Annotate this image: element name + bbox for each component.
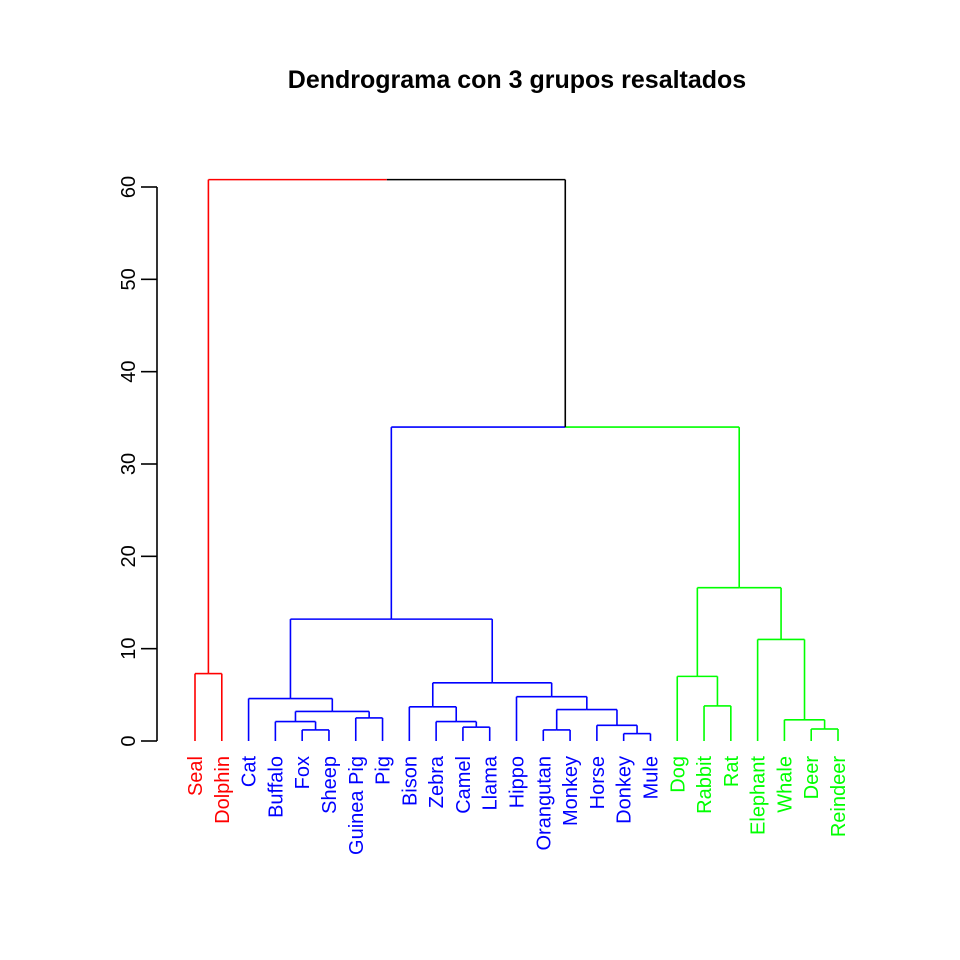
y-tick-label: 0 <box>118 735 140 746</box>
merge-m-blue-green <box>390 426 741 620</box>
leaf-label-pig: Pig <box>373 756 395 785</box>
merge-m-root <box>207 178 567 674</box>
leaf-label-whale: Whale <box>774 756 796 813</box>
leaf-label-guinea-pig: Guinea Pig <box>346 756 368 855</box>
leaf-label-mule: Mule <box>640 756 662 799</box>
chart-title: Dendrograma con 3 grupos resaltados <box>288 66 746 94</box>
merge-m-blue <box>289 618 494 699</box>
leaf-label-horse: Horse <box>587 756 609 809</box>
leaf-label-monkey: Monkey <box>560 756 582 826</box>
leaf-label-buffalo: Buffalo <box>265 756 287 818</box>
merge-m-orang-monkey <box>542 729 571 741</box>
merge-m-cat <box>247 697 334 741</box>
merge-m-rabbit-rat <box>703 705 732 741</box>
leaf-label-fox: Fox <box>292 756 314 789</box>
y-tick-label: 50 <box>118 268 140 290</box>
leaf-label-hippo: Hippo <box>507 756 529 808</box>
merge-m-zebra <box>435 720 478 741</box>
leaf-label-seal: Seal <box>185 756 207 796</box>
merge-m-fox-sheep <box>301 729 330 741</box>
merge-m-donkey-mule <box>622 732 652 741</box>
leaf-label-donkey: Donkey <box>614 756 636 824</box>
leaf-label-camel: Camel <box>453 756 475 814</box>
leaf-label-deer: Deer <box>801 756 823 800</box>
leaf-labels: Seal Dolphin Cat Buffalo Fox Sheep Guinea Pig P… <box>185 755 850 855</box>
merge-m-green <box>696 586 782 677</box>
y-tick-label: 30 <box>118 453 140 475</box>
leaf-label-cat: Cat <box>239 756 261 788</box>
dendrogram-tree <box>194 178 839 741</box>
merge-m-camel-llama <box>462 726 491 741</box>
merge-m-seal-dolphin <box>194 672 223 741</box>
merge-m-elephant <box>756 638 806 741</box>
leaf-label-llama: Llama <box>480 755 502 810</box>
leaf-label-sheep: Sheep <box>319 756 341 814</box>
leaf-label-zebra: Zebra <box>426 755 448 808</box>
merge-m-bfsgp <box>294 710 370 722</box>
leaf-label-elephant: Elephant <box>748 756 770 835</box>
y-tick-label: 40 <box>118 361 140 383</box>
y-tick-label: 60 <box>118 176 140 198</box>
merge-m-bison <box>408 706 458 741</box>
leaf-label-rat: Rat <box>721 756 743 788</box>
merge-m-hippo <box>515 695 588 741</box>
leaf-label-dog: Dog <box>667 756 689 793</box>
leaf-label-dolphin: Dolphin <box>212 756 234 824</box>
leaf-label-reindeer: Reindeer <box>828 756 850 838</box>
merge-m-gpig-pig <box>354 717 384 741</box>
leaf-label-rabbit: Rabbit <box>694 756 716 814</box>
leaf-label-orangutan: Orangutan <box>533 756 555 851</box>
y-axis: 0 10 20 30 40 50 60 <box>118 176 158 747</box>
merge-m-buffalo <box>274 720 317 741</box>
merge-m-horse <box>596 724 638 741</box>
merge-m-primates-equines <box>555 708 618 730</box>
merge-m-whale <box>783 718 826 741</box>
merge-m-deer-reindeer <box>810 728 839 741</box>
leaf-label-bison: Bison <box>399 756 421 806</box>
merge-m-dog <box>676 675 719 741</box>
y-tick-label: 10 <box>118 638 140 660</box>
merge-m-mid <box>431 682 553 707</box>
y-tick-label: 20 <box>118 545 140 567</box>
